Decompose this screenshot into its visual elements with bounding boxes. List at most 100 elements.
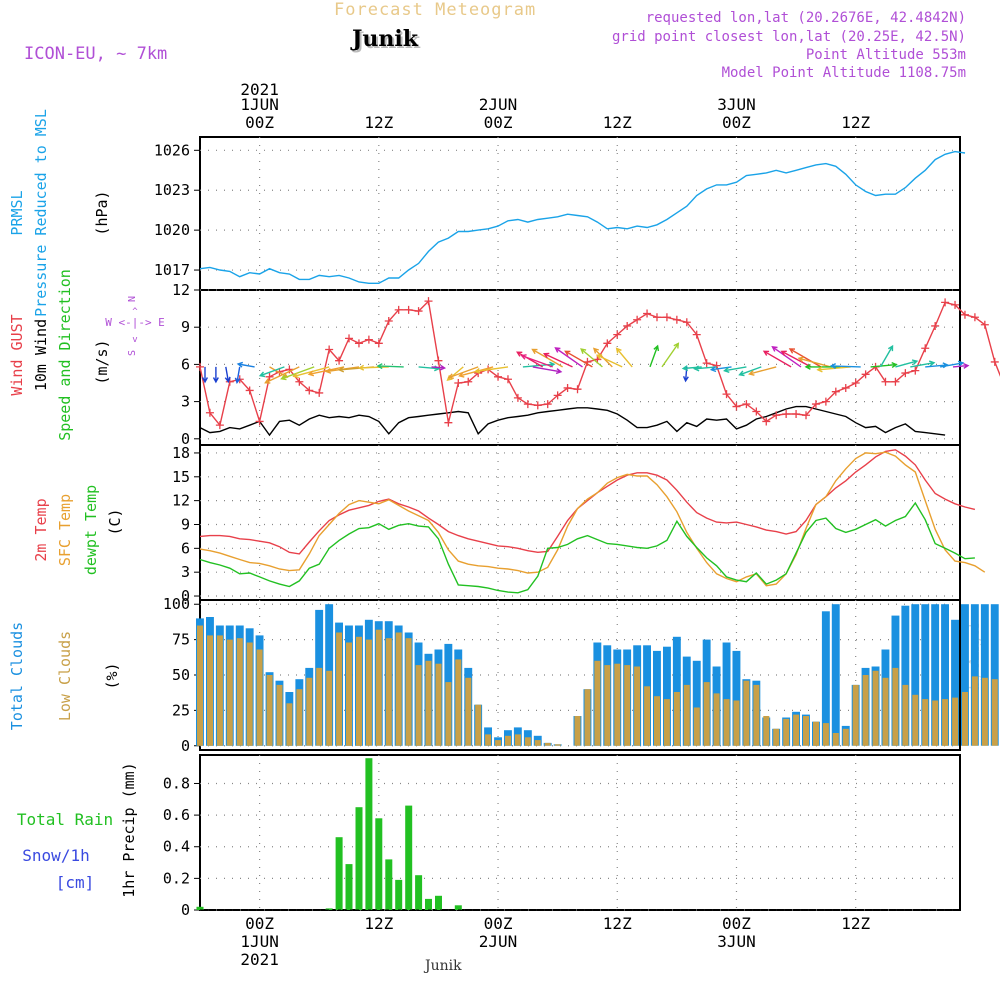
dewpt-label: dewpt Temp — [82, 485, 100, 575]
precip-ytick-label: 0 — [181, 901, 190, 919]
wind-direction-arrow — [564, 350, 593, 368]
wind-direction-arrow — [376, 363, 404, 370]
total-cloud-bar — [970, 604, 979, 746]
low-cloud-bar — [713, 693, 720, 746]
wind-direction-arrow — [516, 351, 544, 368]
gust-marker — [573, 385, 582, 394]
wind-ytick-label: 6 — [181, 355, 190, 373]
wind-direction-arrow — [879, 344, 894, 368]
wind-direction-arrow — [661, 342, 680, 368]
total-cloud-bar — [821, 611, 830, 746]
bottom-time-label: 2JUN — [479, 932, 518, 951]
point-altitude: Point Altitude 553m — [805, 47, 966, 63]
top-hour-label: 00Z — [245, 113, 274, 132]
wind-direction-arrow — [542, 352, 573, 368]
top-year-label: 2021 — [240, 80, 279, 99]
gust-marker — [732, 402, 741, 411]
total-rain-label: Total Rain — [17, 810, 113, 829]
rain-bar — [196, 906, 204, 910]
low-cloud-bar — [336, 632, 343, 746]
compass-s: S — [127, 350, 138, 356]
low-cloud-bar — [286, 703, 293, 746]
gust-marker — [851, 379, 860, 387]
wind-direction-arrow — [280, 366, 315, 381]
precip-ytick-label: 0.2 — [163, 869, 190, 887]
precip-unit-label: 1hr Precip (mm) — [120, 762, 138, 897]
low-cloud-bar — [822, 723, 829, 746]
wind-direction-arrow — [771, 346, 802, 368]
rain-bar — [375, 818, 383, 910]
total-cloud-bar — [911, 604, 920, 746]
wind-direction-arrow — [258, 366, 285, 378]
wind-speed-line — [199, 405, 946, 437]
gust-marker — [821, 397, 830, 406]
rain-bar — [415, 875, 423, 910]
total-cloud-bar — [732, 650, 741, 746]
gust-marker — [523, 400, 532, 409]
gust-marker — [404, 305, 413, 314]
low-cloud-bar — [276, 684, 283, 746]
gust-marker — [503, 375, 512, 384]
wind-direction-arrow — [939, 360, 965, 368]
wind-direction-arrow — [201, 366, 209, 384]
low-cloud-bar — [902, 684, 909, 746]
temperature-ytick-label: 0 — [181, 587, 190, 605]
temp-sfc-label: SFC Temp — [56, 494, 74, 566]
gridpoint-coords: grid point closest lon,lat (20.25E, 42.5… — [611, 29, 966, 45]
precip-ytick-label: 0.4 — [163, 838, 190, 856]
chart-title: Forecast Meteogram — [334, 0, 537, 20]
gust-marker — [543, 400, 552, 409]
gust-marker — [414, 307, 423, 316]
wind-direction-arrow — [473, 366, 509, 374]
gust-marker — [960, 310, 969, 319]
gust-marker — [394, 305, 403, 314]
gust-marker — [335, 356, 344, 365]
low-cloud-bar — [693, 707, 700, 746]
wind-direction-arrow — [649, 344, 660, 368]
dewpt-line — [199, 501, 975, 594]
low-cloud-bar — [425, 660, 432, 746]
low-cloud-bar — [614, 663, 621, 746]
low-cloud-bar — [554, 744, 561, 746]
total-cloud-bar — [722, 642, 731, 746]
requested-coords: requested lon,lat (20.2676E, 42.4842N) — [645, 10, 966, 26]
low-cloud-bar — [882, 677, 889, 746]
temperature-ytick-label: 6 — [181, 539, 190, 557]
low-cloud-bar — [514, 734, 521, 746]
gust-marker — [891, 377, 900, 386]
wind-gust-label: Wind GUST — [8, 314, 26, 395]
clouds-ytick-label: 50 — [172, 666, 190, 684]
wind-direction-arrow — [357, 364, 389, 371]
low-clouds-label: Low Clouds — [56, 631, 74, 721]
bottom-time-label: 12Z — [603, 914, 632, 933]
low-cloud-bar — [842, 728, 849, 746]
low-cloud-bar — [673, 692, 680, 746]
gust-marker — [772, 411, 781, 420]
gust-marker — [742, 400, 751, 409]
temperature-ytick-label: 9 — [181, 515, 190, 533]
temperature-ytick-label: 3 — [181, 563, 190, 581]
wind-direction-arrow — [224, 366, 231, 384]
low-cloud-bar — [326, 670, 333, 746]
temp-sfc-line — [199, 451, 986, 587]
low-cloud-bar — [663, 699, 670, 746]
wind-direction-arrow — [829, 362, 861, 370]
bottom-time-label: 00Z — [484, 914, 513, 933]
low-cloud-bar — [485, 734, 492, 746]
low-cloud-bar — [197, 625, 203, 746]
wind-direction-arrow — [264, 366, 300, 384]
gust-marker — [494, 372, 503, 381]
top-hour-label: 00Z — [484, 113, 513, 132]
low-cloud-bar — [574, 716, 581, 746]
low-cloud-bar — [365, 639, 372, 746]
low-cloud-bar — [405, 638, 412, 746]
wind-unit-label: (m/s) — [93, 339, 111, 384]
bottom-time-label: 3JUN — [717, 932, 756, 951]
precip-ytick-label: 0.6 — [163, 806, 190, 824]
gust-marker — [364, 335, 373, 344]
gust-marker — [305, 386, 314, 395]
gust-marker — [345, 334, 354, 343]
rain-bar — [395, 879, 403, 910]
low-cloud-bar — [505, 735, 511, 746]
